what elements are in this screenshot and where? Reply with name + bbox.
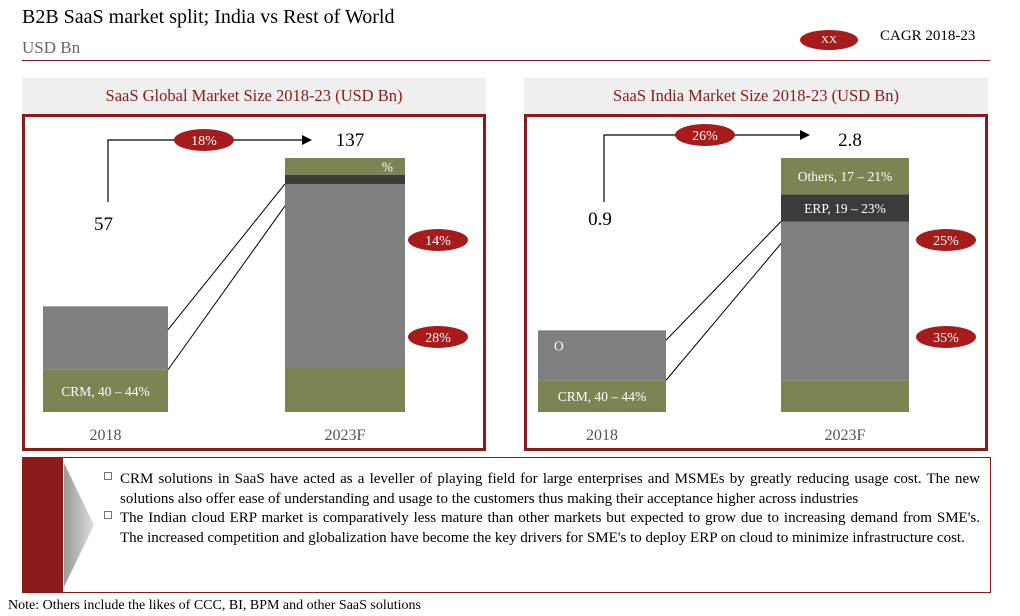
global-segment-cagr-label: 14% [425, 234, 451, 249]
global-chart-frame [22, 114, 486, 451]
india-growth-arrow [603, 134, 802, 202]
global-total-label: 57 [94, 214, 113, 235]
global-total-label: 137 [336, 130, 365, 151]
india-segment-label-crm: CRM, 40 – 44% [558, 389, 647, 404]
india-connector-line [665, 243, 782, 381]
global-overall-cagr-label: 18% [191, 134, 217, 149]
chevron-right-icon [64, 463, 94, 587]
global-connector-line [167, 183, 286, 331]
insight-text-crm: CRM solutions in SaaS have acted as a le… [120, 471, 980, 507]
global-chart-title: SaaS Global Market Size 2018-23 (USD Bn) [22, 78, 486, 114]
india-segment-label-top: Others, 17 – 21% [798, 169, 893, 184]
bullet-box-icon [104, 472, 112, 480]
india-total-label: 2.8 [838, 130, 862, 151]
india-segment-label-erp: ERP, 19 – 23% [804, 201, 886, 216]
india-segment-cagr-pill [916, 229, 976, 251]
cagr-legend-marker: XX [800, 30, 858, 50]
india-segment-cagr-label: 35% [933, 331, 959, 346]
india-overall-cagr-label: 26% [692, 129, 718, 144]
global-bar-2023f-top [285, 158, 405, 175]
india-chart-frame [524, 114, 988, 451]
india-connector-line [665, 221, 782, 341]
india-bar-2023f-top [781, 158, 909, 195]
india-arrow-head-icon [800, 130, 810, 140]
global-segment-label-top: % [382, 159, 393, 174]
list-item: The Indian cloud ERP market is comparati… [104, 509, 980, 548]
global-arrow-head-icon [302, 135, 312, 145]
page-title: B2B SaaS market split; India vs Rest of … [22, 6, 395, 28]
india-total-label: 0.9 [588, 209, 612, 230]
india-bar-2018-others [538, 330, 666, 381]
global-connector-line [167, 205, 286, 371]
list-item: CRM solutions in SaaS have acted as a le… [104, 470, 980, 509]
global-growth-arrow [107, 139, 304, 202]
bullet-box-icon [104, 511, 112, 519]
insights-accent-bar [22, 457, 63, 593]
global-bar-2018-crm [43, 369, 168, 412]
global-category-label: 2023F [325, 427, 366, 444]
india-segment-cagr-pill [916, 326, 976, 348]
insight-text-erp: The Indian cloud ERP market is comparati… [120, 510, 980, 546]
global-segment-cagr-pill [408, 326, 468, 348]
global-overall-cagr-pill [174, 129, 234, 151]
global-bar-2023f-crm [285, 367, 405, 412]
india-category-label: 2018 [586, 427, 618, 444]
india-segment-label-others: O [554, 338, 564, 353]
global-bar-2023f-others [285, 183, 405, 368]
global-segment-label-crm: CRM, 40 – 44% [61, 384, 150, 399]
india-segment-cagr-label: 25% [933, 234, 959, 249]
india-overall-cagr-pill [675, 124, 735, 146]
india-category-label: 2023F [825, 427, 866, 444]
global-category-label: 2018 [90, 427, 122, 444]
cagr-legend-label: CAGR 2018-23 [880, 28, 976, 44]
global-segment-cagr-label: 28% [425, 331, 451, 346]
india-bar-2023f-erp [781, 194, 909, 222]
insights-list: CRM solutions in SaaS have acted as a le… [104, 470, 980, 548]
india-bar-2023f-others [781, 221, 909, 381]
india-bar-2023f-crm [781, 380, 909, 412]
header-divider [22, 60, 990, 61]
footnote: Note: Others include the likes of CCC, B… [8, 598, 421, 613]
page-subtitle: USD Bn [22, 38, 81, 57]
global-bar-2023f-erp [285, 174, 405, 184]
global-segment-cagr-pill [408, 229, 468, 251]
global-bar-2018-others [43, 306, 168, 370]
india-chart-title: SaaS India Market Size 2018-23 (USD Bn) [524, 78, 988, 114]
india-bar-2018-crm [538, 380, 666, 412]
